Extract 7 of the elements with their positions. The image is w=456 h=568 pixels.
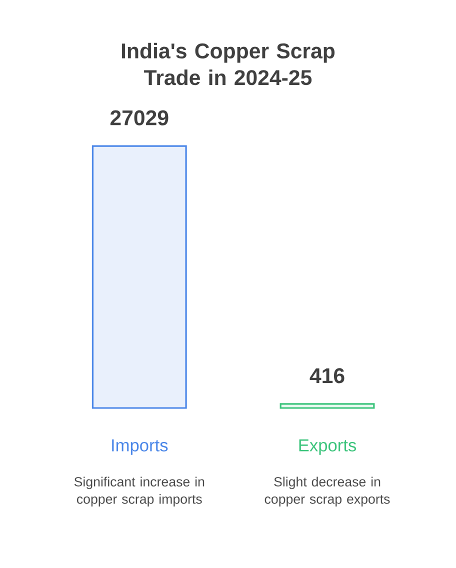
- data-label: 416: [310, 368, 344, 384]
- text: Slight decrease in copper scrap exports: [264, 476, 390, 506]
- chart-title: India's Copper Scrap Trade in 2024-25: [122, 42, 335, 86]
- data-label: 27029: [110, 110, 168, 126]
- x-tick-label: Imports: [112, 439, 168, 455]
- x-tick-label: Exports: [299, 439, 356, 455]
- text: Significant increase in copper scrap imports: [74, 476, 204, 506]
